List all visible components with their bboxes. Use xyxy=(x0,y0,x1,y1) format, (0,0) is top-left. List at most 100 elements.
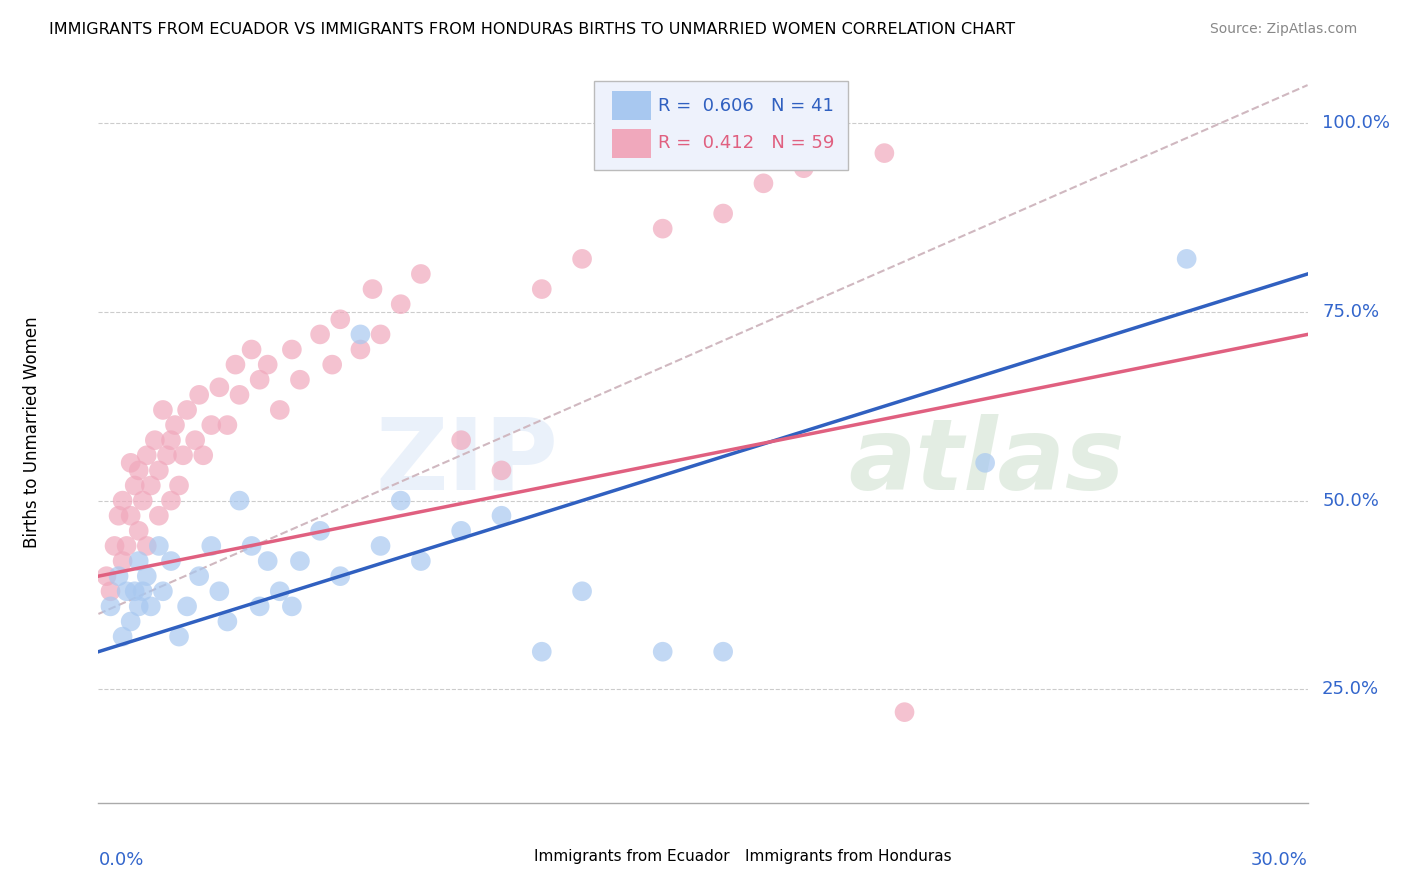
Text: 75.0%: 75.0% xyxy=(1322,302,1379,321)
Point xyxy=(269,403,291,417)
Point xyxy=(107,508,129,523)
Point xyxy=(217,418,239,433)
Text: Immigrants from Honduras: Immigrants from Honduras xyxy=(745,848,952,863)
Point xyxy=(188,388,211,402)
Point xyxy=(124,584,146,599)
Point xyxy=(172,448,194,462)
Point xyxy=(571,252,593,266)
Point xyxy=(132,493,155,508)
Point xyxy=(103,539,125,553)
Point xyxy=(156,448,179,462)
Text: 0.0%: 0.0% xyxy=(98,851,143,869)
Point xyxy=(893,705,915,719)
Text: 25.0%: 25.0% xyxy=(1322,681,1379,698)
Point xyxy=(389,297,412,311)
Point xyxy=(208,380,231,394)
FancyBboxPatch shape xyxy=(613,91,651,120)
Point xyxy=(409,554,432,568)
Point xyxy=(450,524,472,538)
Text: 30.0%: 30.0% xyxy=(1251,851,1308,869)
Point xyxy=(148,463,170,477)
Point xyxy=(217,615,239,629)
Text: ZIP: ZIP xyxy=(375,414,558,511)
Point xyxy=(115,584,138,599)
Point xyxy=(152,584,174,599)
Point xyxy=(128,554,150,568)
Point xyxy=(100,599,122,614)
Point xyxy=(193,448,215,462)
Point xyxy=(160,433,183,447)
Point xyxy=(139,599,162,614)
Point xyxy=(111,554,134,568)
Point xyxy=(176,599,198,614)
Point xyxy=(530,282,553,296)
Point xyxy=(167,478,190,492)
Point xyxy=(120,615,142,629)
Text: R =  0.412   N = 59: R = 0.412 N = 59 xyxy=(658,135,835,153)
Point xyxy=(200,539,222,553)
Point xyxy=(349,327,371,342)
FancyBboxPatch shape xyxy=(595,81,848,169)
Point xyxy=(208,584,231,599)
Point xyxy=(100,584,122,599)
Point xyxy=(651,221,673,235)
Point xyxy=(148,539,170,553)
Point xyxy=(530,645,553,659)
Point xyxy=(752,177,775,191)
Point xyxy=(329,312,352,326)
Point xyxy=(160,554,183,568)
Text: 100.0%: 100.0% xyxy=(1322,114,1391,132)
Point xyxy=(281,599,304,614)
Point xyxy=(160,493,183,508)
Point xyxy=(152,403,174,417)
Point xyxy=(120,456,142,470)
FancyBboxPatch shape xyxy=(707,847,738,866)
Point xyxy=(370,539,392,553)
FancyBboxPatch shape xyxy=(613,128,651,158)
Point xyxy=(321,358,343,372)
Point xyxy=(269,584,291,599)
Point xyxy=(143,433,166,447)
Point xyxy=(128,524,150,538)
Text: R =  0.606   N = 41: R = 0.606 N = 41 xyxy=(658,97,834,115)
Point xyxy=(200,418,222,433)
Point xyxy=(309,327,332,342)
Point xyxy=(228,493,250,508)
Point xyxy=(128,463,150,477)
Point xyxy=(288,554,311,568)
Point xyxy=(281,343,304,357)
Point xyxy=(111,630,134,644)
Point xyxy=(249,373,271,387)
Point xyxy=(389,493,412,508)
Point xyxy=(288,373,311,387)
Point xyxy=(349,343,371,357)
Text: atlas: atlas xyxy=(848,414,1125,511)
Point xyxy=(135,539,157,553)
Point xyxy=(124,478,146,492)
Point xyxy=(111,493,134,508)
Point xyxy=(711,645,734,659)
Point xyxy=(107,569,129,583)
Point xyxy=(249,599,271,614)
Point xyxy=(256,554,278,568)
Point xyxy=(240,539,263,553)
Point xyxy=(361,282,384,296)
Point xyxy=(135,569,157,583)
Point xyxy=(96,569,118,583)
Point xyxy=(329,569,352,583)
Text: Immigrants from Ecuador: Immigrants from Ecuador xyxy=(534,848,730,863)
Point xyxy=(139,478,162,492)
Text: Source: ZipAtlas.com: Source: ZipAtlas.com xyxy=(1209,22,1357,37)
Point xyxy=(491,463,513,477)
Point xyxy=(132,584,155,599)
Point xyxy=(491,508,513,523)
Point xyxy=(120,508,142,523)
Point xyxy=(711,206,734,220)
Point xyxy=(873,146,896,161)
Text: 50.0%: 50.0% xyxy=(1322,491,1379,509)
FancyBboxPatch shape xyxy=(495,847,526,866)
Point xyxy=(167,630,190,644)
Point xyxy=(128,599,150,614)
Point xyxy=(793,161,815,176)
Point xyxy=(188,569,211,583)
